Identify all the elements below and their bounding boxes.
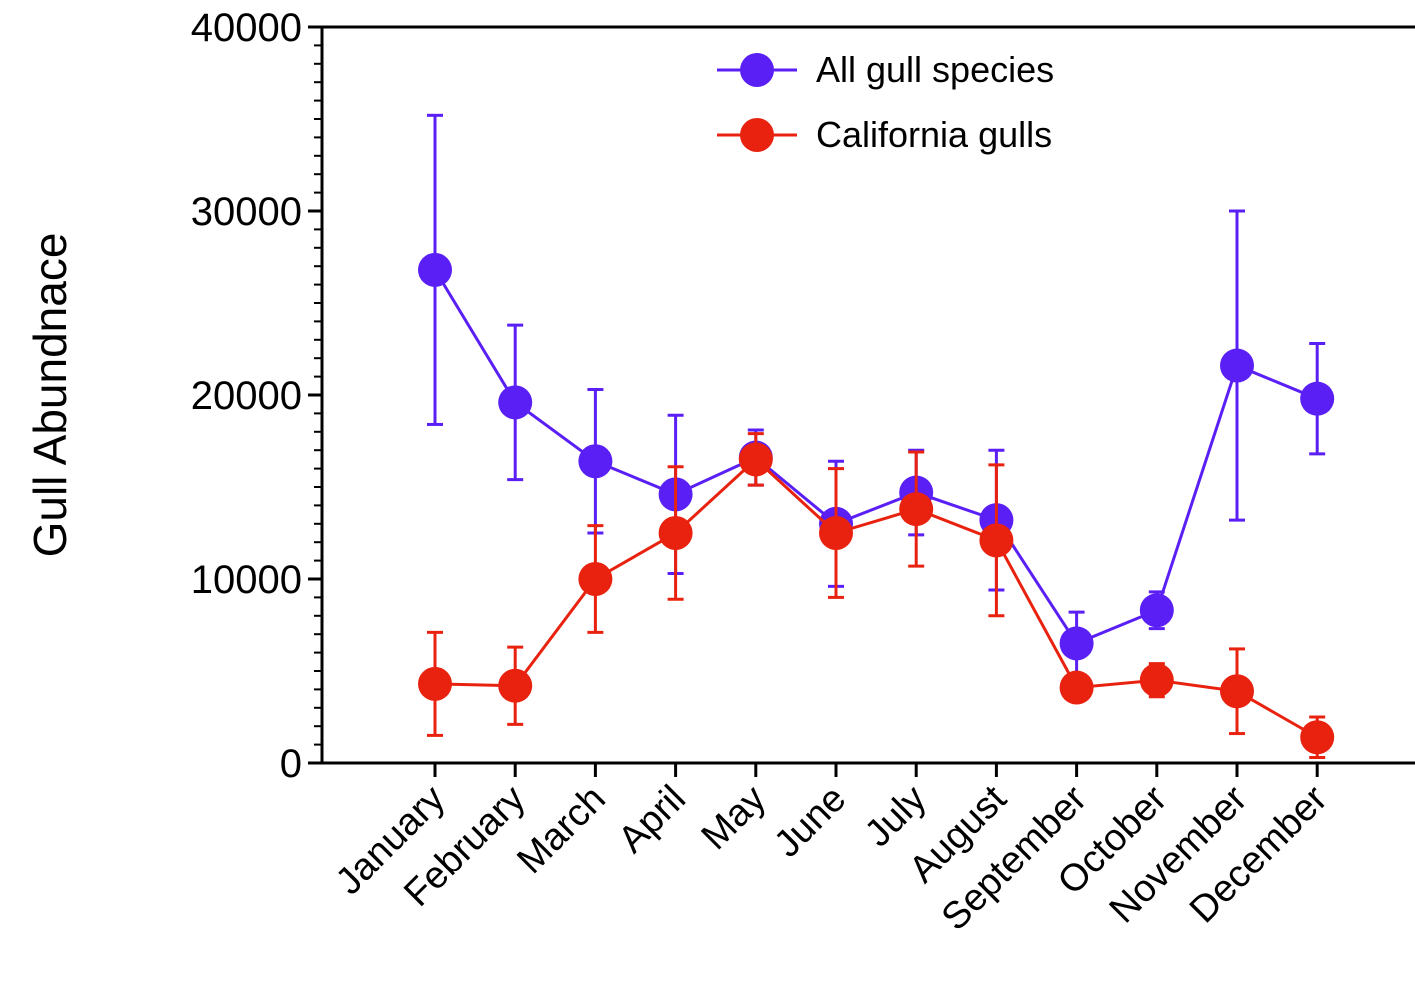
data-point xyxy=(1139,663,1174,698)
data-point xyxy=(418,252,452,287)
series-california-gulls xyxy=(418,432,1335,759)
series-line xyxy=(433,269,1318,646)
data-point xyxy=(1300,720,1335,755)
legend-marker xyxy=(740,118,774,152)
data-point xyxy=(738,442,773,477)
series-all-gull-species xyxy=(418,113,1335,677)
series-line xyxy=(434,457,1318,739)
plot-area xyxy=(418,113,1335,759)
data-point xyxy=(658,516,693,550)
x-tick-label: June xyxy=(766,778,854,866)
legend-label: California gulls xyxy=(816,114,1052,155)
x-tick-label: April xyxy=(611,778,694,861)
data-point xyxy=(498,385,533,420)
data-point xyxy=(418,666,452,701)
y-tick-label: 0 xyxy=(280,742,302,786)
data-point xyxy=(899,492,934,527)
y-tick-label: 30000 xyxy=(191,190,302,234)
y-tick-label: 40000 xyxy=(191,6,302,50)
legend-label: All gull species xyxy=(816,49,1054,90)
y-tick-label: 20000 xyxy=(191,374,302,418)
data-point xyxy=(1220,348,1254,383)
y-axis-title: Gull Abundnace xyxy=(24,233,76,558)
data-point xyxy=(1059,626,1094,661)
legend: All gull species California gulls xyxy=(717,49,1054,155)
data-point xyxy=(578,562,613,596)
x-tick-label: May xyxy=(694,778,774,858)
y-tick-label: 10000 xyxy=(191,558,302,602)
data-point xyxy=(979,523,1014,558)
data-point xyxy=(1300,381,1335,416)
legend-marker xyxy=(740,53,774,87)
x-tick-label: March xyxy=(509,778,613,882)
data-point xyxy=(1220,674,1254,709)
data-point xyxy=(578,444,613,479)
data-point xyxy=(1139,593,1174,628)
data-point xyxy=(498,668,533,703)
data-point xyxy=(1059,670,1094,705)
data-point xyxy=(819,516,853,550)
